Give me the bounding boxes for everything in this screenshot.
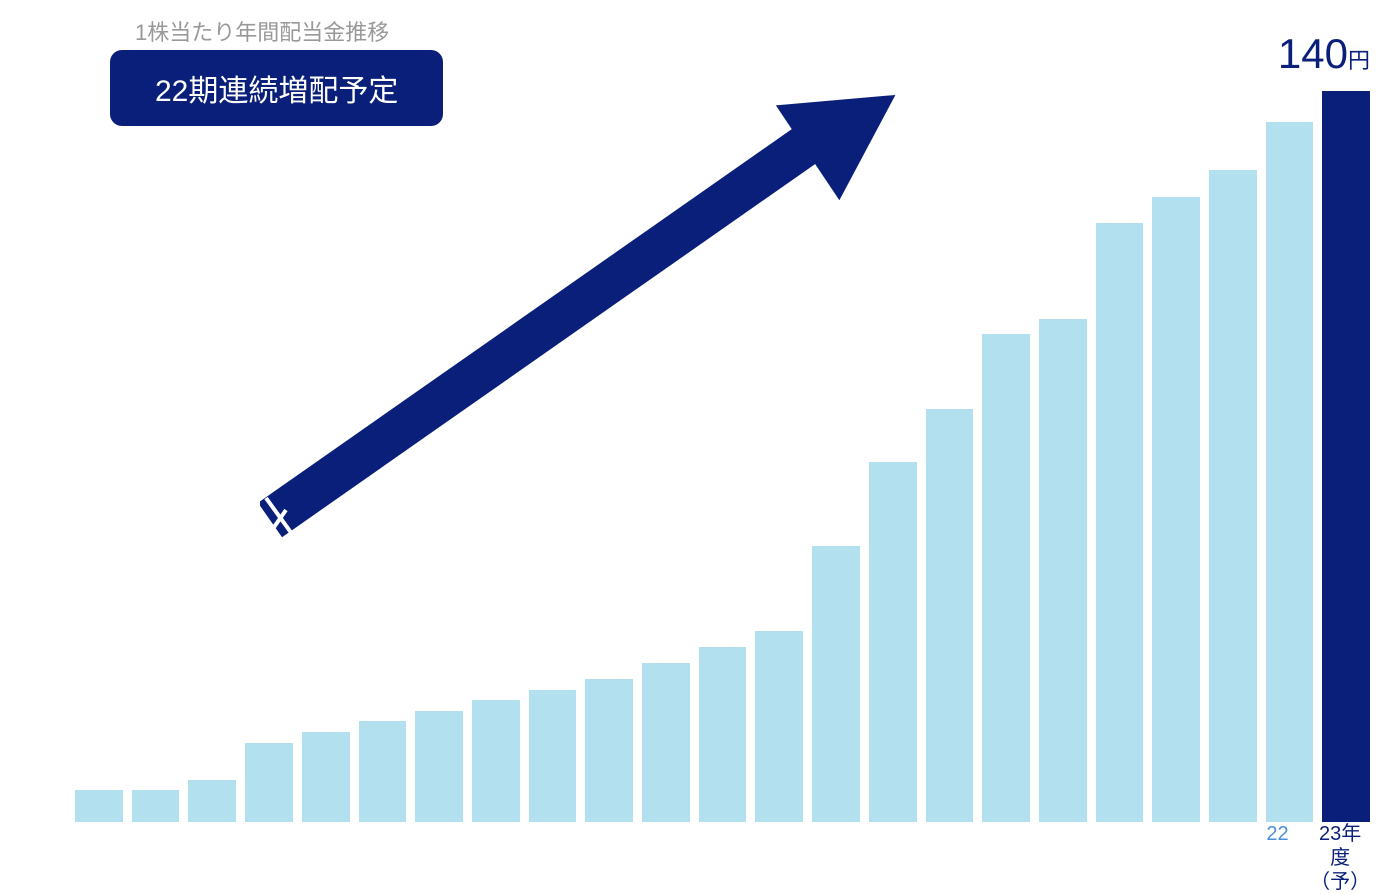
axis-label-21: 22 bbox=[1254, 822, 1301, 877]
axis-label-11 bbox=[693, 822, 740, 877]
bar-11 bbox=[699, 647, 747, 822]
bar-3 bbox=[245, 743, 293, 823]
bar-2 bbox=[188, 780, 236, 822]
final-value-unit: 円 bbox=[1348, 48, 1370, 73]
bar-7 bbox=[472, 700, 520, 822]
axis-label-6 bbox=[412, 822, 459, 877]
bar-12 bbox=[755, 631, 803, 822]
final-value-label: 140円 bbox=[1278, 30, 1370, 78]
bar-10 bbox=[642, 663, 690, 822]
bar-6 bbox=[415, 711, 463, 822]
bar-18 bbox=[1096, 223, 1144, 822]
bar-8 bbox=[529, 690, 577, 823]
axis-label-10 bbox=[636, 822, 683, 877]
bar-20 bbox=[1209, 170, 1257, 822]
axis-label-13 bbox=[805, 822, 852, 877]
axis-label-22: 23年度（予） bbox=[1310, 822, 1370, 877]
final-value-number: 140 bbox=[1278, 30, 1348, 77]
axis-label-7 bbox=[468, 822, 515, 877]
x-axis-labels: 2223年度（予） bbox=[75, 822, 1370, 877]
axis-label-1 bbox=[131, 822, 178, 877]
axis-label-16 bbox=[973, 822, 1020, 877]
axis-label-5 bbox=[356, 822, 403, 877]
axis-label-12 bbox=[749, 822, 796, 877]
bar-1 bbox=[132, 790, 180, 822]
bar-5 bbox=[359, 721, 407, 822]
axis-label-8 bbox=[524, 822, 571, 877]
axis-label-9 bbox=[580, 822, 627, 877]
bar-chart bbox=[75, 80, 1370, 822]
bar-15 bbox=[926, 409, 974, 822]
axis-label-0 bbox=[75, 822, 122, 877]
bar-4 bbox=[302, 732, 350, 822]
axis-label-20 bbox=[1198, 822, 1245, 877]
axis-label-14 bbox=[861, 822, 908, 877]
axis-label-15 bbox=[917, 822, 964, 877]
bar-19 bbox=[1152, 197, 1200, 822]
bar-9 bbox=[585, 679, 633, 822]
bar-13 bbox=[812, 546, 860, 822]
bar-16 bbox=[982, 334, 1030, 822]
bar-14 bbox=[869, 462, 917, 822]
bar-22 bbox=[1322, 91, 1370, 822]
axis-label-19 bbox=[1142, 822, 1189, 877]
axis-label-3 bbox=[243, 822, 290, 877]
axis-label-4 bbox=[300, 822, 347, 877]
axis-label-18 bbox=[1086, 822, 1133, 877]
axis-label-17 bbox=[1029, 822, 1076, 877]
axis-label-2 bbox=[187, 822, 234, 877]
chart-subtitle: 1株当たり年間配当金推移 bbox=[135, 15, 389, 47]
bar-21 bbox=[1266, 122, 1314, 822]
bar-17 bbox=[1039, 319, 1087, 822]
bar-0 bbox=[75, 790, 123, 822]
